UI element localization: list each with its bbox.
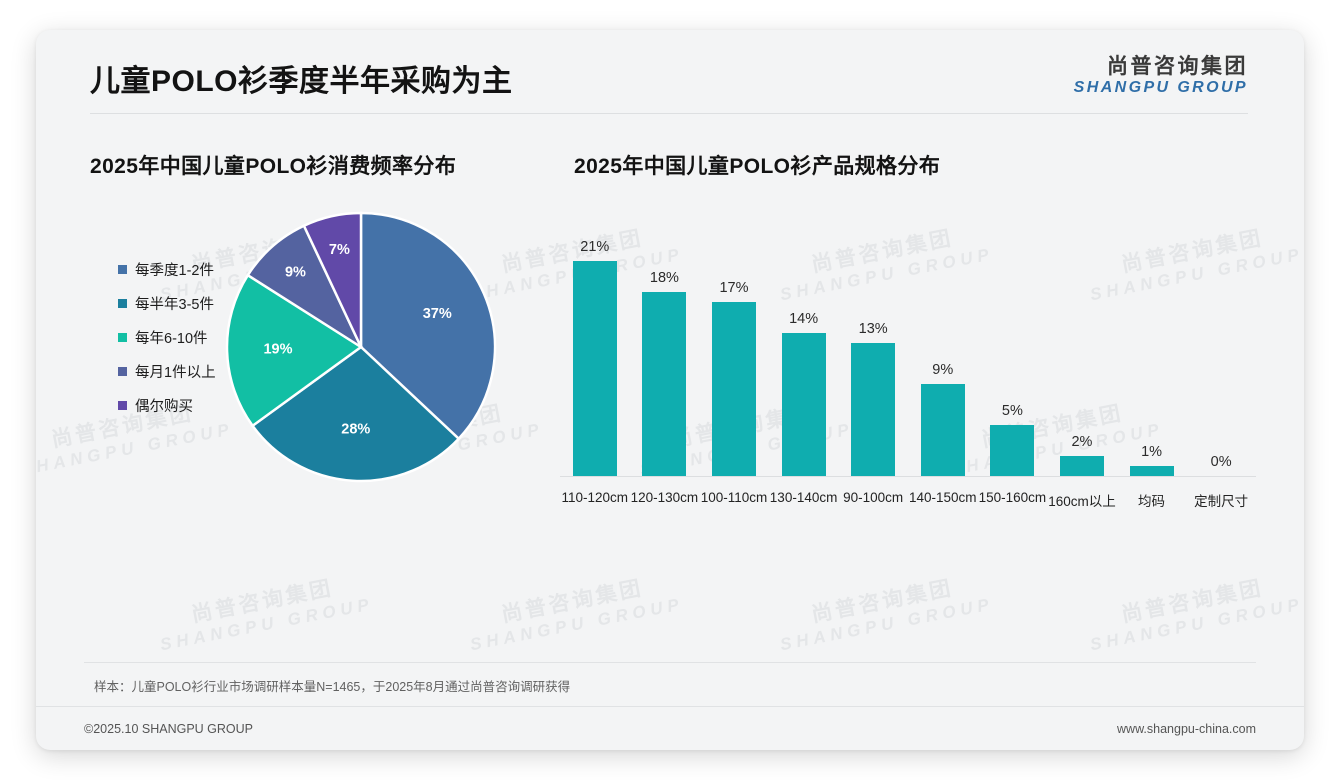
pie-legend: 每季度1-2件 每半年3-5件 每年6-10件 每月1件以上 偶尔购买 <box>118 252 248 422</box>
pie-slice-label: 19% <box>263 341 292 357</box>
pie-legend-item[interactable]: 每年6-10件 <box>118 320 248 354</box>
bar-column[interactable]: 0% <box>1186 206 1256 476</box>
logo-english-text: SHANGPU GROUP <box>1073 79 1248 96</box>
bar-category-label: 均码 <box>1138 494 1166 509</box>
bar-column[interactable]: 18% <box>630 206 700 476</box>
slide-footer: ©2025.10 SHANGPU GROUP www.shangpu-china… <box>36 706 1304 750</box>
pie-slice-label: 9% <box>285 264 306 280</box>
legend-swatch-icon <box>118 298 127 308</box>
pie-legend-label: 每年6-10件 <box>135 330 208 347</box>
pie-chart-title: 2025年中国儿童POLO衫消费频率分布 <box>90 155 457 178</box>
bar-chart-panel: 2025年中国儿童POLO衫产品规格分布 21% 18% 17% 14% 13% 9% 5%… <box>542 150 1264 662</box>
bar-value-label: 1% <box>1141 443 1163 460</box>
pie-slice[interactable] <box>225 273 364 428</box>
bar-rect[interactable] <box>1059 455 1104 476</box>
bar-category-label: 90-100cm <box>843 490 904 505</box>
logo-chinese-text: 尚普咨询集团 <box>1107 54 1248 78</box>
bar-category-label: 160cm以上 <box>1048 494 1116 509</box>
bar-value-label: 9% <box>932 361 954 378</box>
pie-slice-label: 7% <box>329 242 350 258</box>
footer-copyright: ©2025.10 SHANGPU GROUP <box>84 721 253 736</box>
bar-value-label: 13% <box>858 320 888 337</box>
page-title: 儿童POLO衫季度半年采购为主 <box>90 65 513 98</box>
bar-value-label: 0% <box>1210 454 1232 470</box>
note-divider <box>84 662 1256 663</box>
bar-rect[interactable] <box>642 291 687 476</box>
bar-chart-area: 21% 18% 17% 14% 13% 9% 5% 2% 1% 0% 110-120cm 120-1… <box>560 206 1264 536</box>
pie-chart-area: 每季度1-2件 每半年3-5件 每年6-10件 每月1件以上 偶尔购买 37% 28% 19… <box>76 208 542 538</box>
bar-value-label: 18% <box>649 269 679 286</box>
bar-category-label: 140-150cm <box>908 490 977 505</box>
pie-slice[interactable] <box>359 211 497 441</box>
pie-legend-label: 每月1件以上 <box>135 364 216 381</box>
bar-category-label: 定制尺寸 <box>1194 494 1249 509</box>
pie-legend-item[interactable]: 每半年3-5件 <box>118 286 248 320</box>
pie-chart-panel: 2025年中国儿童POLO衫消费频率分布 每季度1-2件 每半年3-5件 每年6-1… <box>76 150 542 662</box>
pie-legend-label: 每季度1-2件 <box>135 262 214 279</box>
bar-value-label: 14% <box>789 310 819 327</box>
bar-plot: 21% 18% 17% 14% 13% 9% 5% 2% 1% 0% <box>560 206 1256 476</box>
charts-container: 2025年中国儿童POLO衫消费频率分布 每季度1-2件 每半年3-5件 每年6-1… <box>36 114 1304 662</box>
bar-column[interactable]: 17% <box>699 206 769 476</box>
bar-axis-baseline <box>560 476 1256 477</box>
slide-header: 儿童POLO衫季度半年采购为主 尚普咨询集团 SHANGPU GROUP <box>36 30 1304 104</box>
bar-column[interactable]: 1% <box>1117 206 1187 476</box>
bar-category-label: 110-120cm <box>561 490 629 505</box>
bar-column[interactable]: 9% <box>908 206 978 476</box>
pie-legend-item[interactable]: 偶尔购买 <box>118 388 248 422</box>
legend-swatch-icon <box>118 332 127 342</box>
pie-legend-item[interactable]: 每月1件以上 <box>118 354 248 388</box>
pie-legend-label: 每半年3-5件 <box>135 296 214 313</box>
pie-svg: 37% 28% 19% 9% 7% <box>225 211 497 483</box>
pie-slice[interactable] <box>250 345 461 483</box>
bar-rect[interactable] <box>920 383 965 476</box>
bar-x-axis-labels: 110-120cm 120-130cm 100-110cm 130-140cm 90-1… <box>560 490 1256 510</box>
header-divider <box>90 113 1248 114</box>
bar-rect[interactable] <box>781 332 826 476</box>
sample-note: 样本：儿童POLO衫行业市场调研样本量N=1465，于2025年8月通过尚普咨询… <box>94 680 571 694</box>
bar-category-label: 120-130cm <box>630 490 699 505</box>
brand-logo: 尚普咨询集团 SHANGPU GROUP <box>1074 55 1248 104</box>
footer-website[interactable]: www.shangpu-china.com <box>1117 721 1256 736</box>
bar-category-label: 130-140cm <box>769 490 838 505</box>
bar-chart-title: 2025年中国儿童POLO衫产品规格分布 <box>574 155 941 178</box>
pie-slice-label: 28% <box>341 422 370 438</box>
pie-legend-label: 偶尔购买 <box>135 398 193 415</box>
bar-column[interactable]: 5% <box>978 206 1048 476</box>
bar-column[interactable]: 2% <box>1047 206 1117 476</box>
bar-value-label: 21% <box>580 239 610 255</box>
legend-swatch-icon <box>118 264 127 274</box>
legend-swatch-icon <box>118 366 127 376</box>
pie-legend-item[interactable]: 每季度1-2件 <box>118 252 248 286</box>
legend-swatch-icon <box>118 400 127 410</box>
pie-slice-label: 37% <box>423 306 452 322</box>
bar-rect[interactable] <box>851 342 896 476</box>
bar-rect[interactable] <box>711 301 756 476</box>
bar-rect[interactable] <box>572 261 617 476</box>
bar-category-label: 100-110cm <box>700 490 768 505</box>
bar-rect[interactable] <box>990 424 1035 476</box>
bar-value-label: 17% <box>719 279 749 296</box>
bar-value-label: 5% <box>1001 402 1023 419</box>
bar-category-label: 150-160cm <box>978 490 1047 505</box>
bar-column[interactable]: 13% <box>838 206 908 476</box>
bar-value-label: 2% <box>1071 433 1093 450</box>
pie-slice[interactable] <box>302 211 363 348</box>
bar-column[interactable]: 14% <box>769 206 839 476</box>
pie-graphic: 37% 28% 19% 9% 7% <box>225 208 497 486</box>
bar-column[interactable]: 21% <box>560 206 630 476</box>
bar-rect[interactable] <box>1129 465 1174 476</box>
